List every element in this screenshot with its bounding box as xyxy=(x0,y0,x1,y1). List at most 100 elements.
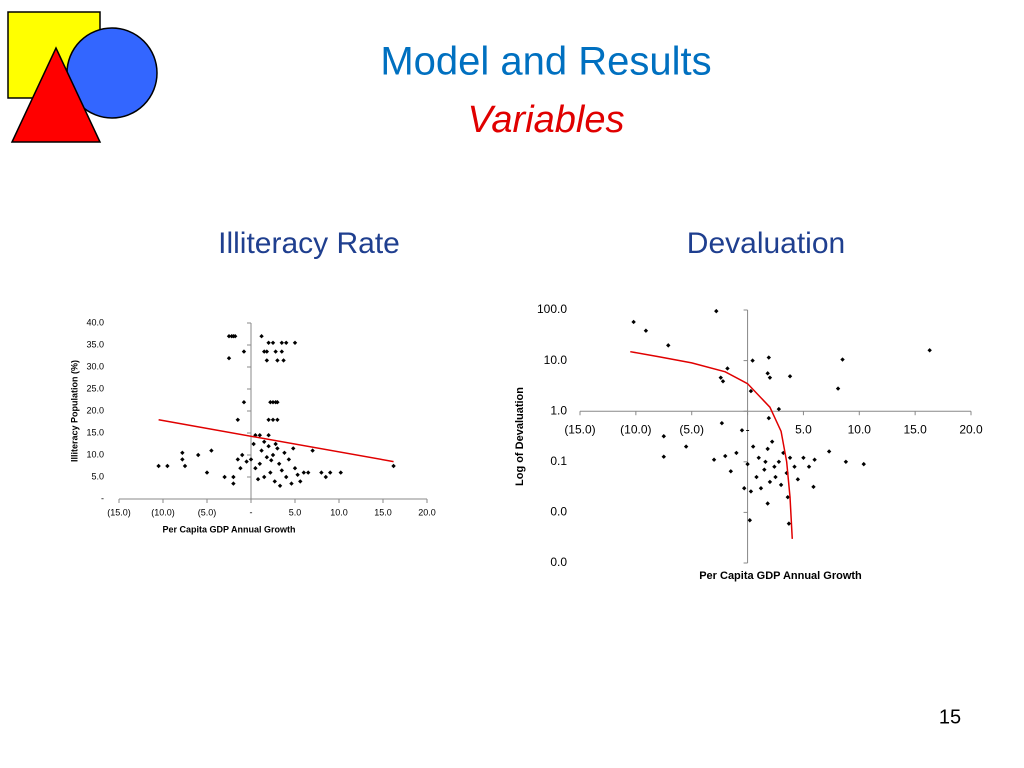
y-axis-title: Illiteracy Population (%) xyxy=(69,360,79,462)
point xyxy=(269,458,274,463)
point xyxy=(180,457,185,462)
y-tick-label: 0.0 xyxy=(550,555,567,569)
point xyxy=(750,358,755,363)
point xyxy=(728,469,734,474)
y-tick-label: 0.0 xyxy=(550,505,567,519)
point xyxy=(275,417,280,422)
point xyxy=(275,400,280,405)
point xyxy=(266,417,271,422)
point xyxy=(720,379,726,384)
page-number: 15 xyxy=(939,706,961,728)
point xyxy=(666,343,671,348)
point xyxy=(758,486,764,491)
point xyxy=(231,474,236,480)
point xyxy=(281,358,286,363)
point xyxy=(781,450,786,456)
point xyxy=(235,417,240,422)
point xyxy=(765,501,770,506)
point xyxy=(766,415,771,421)
point xyxy=(255,477,261,482)
point xyxy=(268,400,273,405)
point xyxy=(661,434,666,439)
point xyxy=(282,450,287,455)
point xyxy=(273,441,278,447)
point xyxy=(156,463,161,469)
point xyxy=(786,521,792,526)
point xyxy=(226,334,232,339)
x-axis-title: Per Capita GDP Annual Growth xyxy=(162,524,295,534)
point xyxy=(298,479,303,484)
point xyxy=(683,444,689,449)
point xyxy=(275,446,280,451)
point xyxy=(748,489,754,494)
point xyxy=(748,388,754,394)
point xyxy=(253,466,258,471)
point xyxy=(826,449,832,454)
point xyxy=(270,340,276,345)
point xyxy=(762,467,767,472)
y-tick-label: 20.0 xyxy=(86,405,104,415)
point xyxy=(289,481,294,486)
point xyxy=(241,400,247,405)
x-tick-label: 5.0 xyxy=(289,507,302,517)
point xyxy=(714,308,719,314)
point xyxy=(262,439,267,444)
point xyxy=(765,371,770,376)
point xyxy=(180,450,185,455)
trend-line xyxy=(158,419,394,463)
point xyxy=(801,455,806,460)
point xyxy=(843,459,849,464)
red-triangle xyxy=(10,46,102,143)
point xyxy=(747,518,753,523)
point xyxy=(279,468,284,473)
point xyxy=(284,474,289,480)
x-tick-label: - xyxy=(746,422,750,436)
point xyxy=(275,358,280,363)
y-tick-label: 1.0 xyxy=(550,403,567,417)
point xyxy=(767,479,773,485)
point xyxy=(711,457,717,462)
point xyxy=(719,420,725,426)
slide-title: Model and Results xyxy=(380,40,711,84)
point xyxy=(182,463,188,469)
point xyxy=(718,375,723,380)
point xyxy=(776,459,782,464)
x-tick-label: (10.0) xyxy=(151,507,175,517)
point xyxy=(734,450,739,456)
point xyxy=(241,349,247,354)
point xyxy=(273,349,278,354)
point xyxy=(840,357,845,362)
y-axis-title: Log of Devaluation xyxy=(514,387,526,486)
point xyxy=(756,455,761,460)
x-tick-label: 10.0 xyxy=(848,422,872,436)
x-tick-label: - xyxy=(250,507,253,517)
point xyxy=(222,474,227,480)
point xyxy=(270,452,276,458)
point xyxy=(259,334,264,339)
point xyxy=(739,428,745,433)
y-tick-label: 5.0 xyxy=(91,471,104,481)
y-tick-label: 35.0 xyxy=(86,339,104,349)
point xyxy=(226,356,232,361)
point xyxy=(248,457,254,462)
x-tick-label: 10.0 xyxy=(330,507,348,517)
x-tick-label: (10.0) xyxy=(620,422,651,436)
point xyxy=(264,455,270,460)
x-tick-label: 20.0 xyxy=(418,507,436,517)
point xyxy=(745,461,750,467)
x-axis-title: Per Capita GDP Annual Growth xyxy=(699,570,862,582)
slide-subtitle: Variables xyxy=(467,99,624,141)
y-tick-label: 25.0 xyxy=(86,383,104,393)
y-tick-label: 10.0 xyxy=(544,353,568,367)
point xyxy=(725,366,730,371)
point xyxy=(295,472,300,477)
point xyxy=(257,433,262,438)
point xyxy=(276,461,282,466)
point xyxy=(795,477,801,482)
point xyxy=(292,340,298,345)
point xyxy=(767,375,773,380)
point xyxy=(812,457,817,462)
point xyxy=(323,474,328,480)
x-tick-label: 15.0 xyxy=(903,422,927,436)
